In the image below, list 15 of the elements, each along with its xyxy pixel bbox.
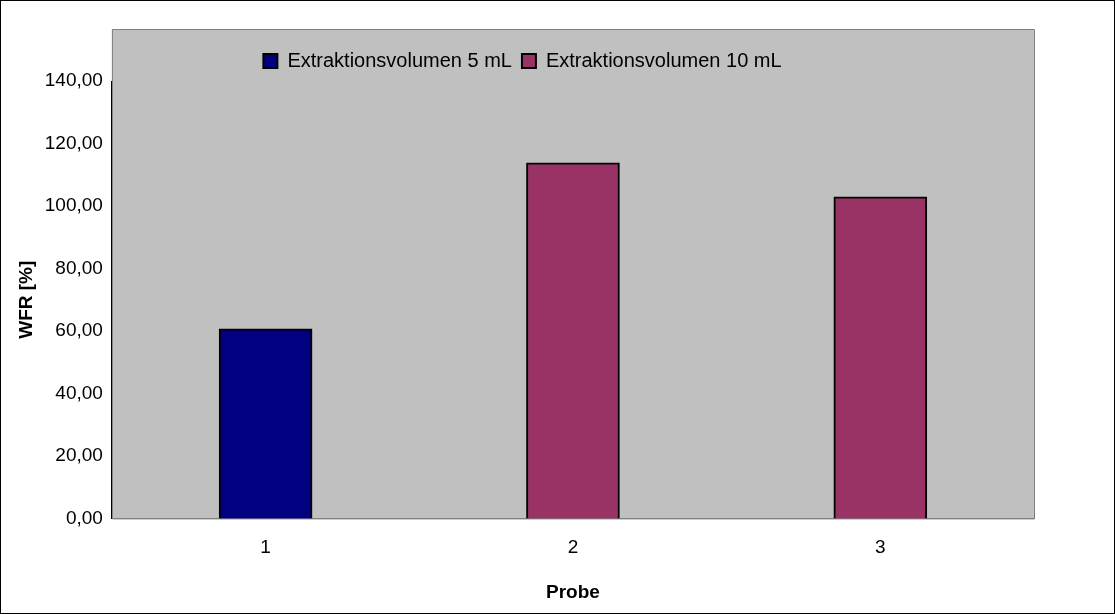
y-tick-label: 140,00 [44,69,103,91]
y-tick-label: 100,00 [44,194,103,216]
y-tick-label: 80,00 [55,256,103,278]
y-axis-title: WFR [%] [14,260,36,339]
x-tick-label: 2 [567,536,579,558]
y-tick-label: 40,00 [55,381,103,403]
y-tick-label: 0,00 [65,506,103,528]
x-tick-label: 1 [260,536,271,558]
x-tick-label: 3 [875,536,886,558]
y-tick-label: 60,00 [55,319,103,341]
x-axis-title: Probe [546,580,600,602]
y-tick-label: 20,00 [55,444,103,466]
legend-label: Extraktionsvolumen 10 mL [545,48,782,71]
legend-label: Extraktionsvolumen 5 mL [287,48,512,71]
y-tick-label: 120,00 [44,131,103,153]
